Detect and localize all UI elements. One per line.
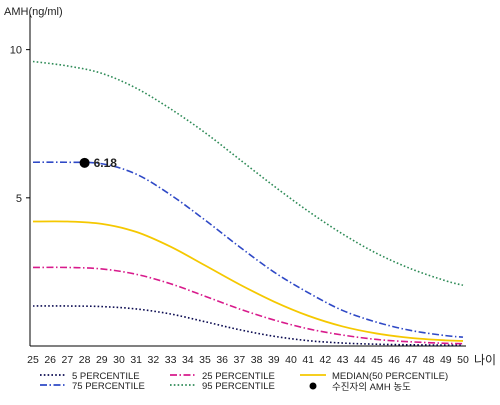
legend-marker-label: 수진자의 AMH 농도 xyxy=(332,382,411,393)
x-tick-label: 32 xyxy=(148,354,160,366)
x-tick-label: 34 xyxy=(182,354,194,366)
x-tick-label: 26 xyxy=(44,354,56,366)
x-tick-label: 39 xyxy=(268,354,280,366)
x-tick-label: 40 xyxy=(285,354,297,366)
patient-amh-label: 6.18 xyxy=(94,156,118,170)
x-tick-label: 30 xyxy=(113,354,125,366)
legend: 5 PERCENTILE 25 PERCENTILE MEDIAN(50 PERCE… xyxy=(40,371,448,393)
x-tick-label: 50 xyxy=(457,354,469,366)
legend-label-0: 5 PERCENTILE xyxy=(72,371,140,382)
x-tick-label: 35 xyxy=(199,354,211,366)
x-tick-label: 44 xyxy=(354,354,366,366)
legend-label-3: 75 PERCENTILE xyxy=(72,381,145,392)
x-tick-label: 37 xyxy=(234,354,246,366)
x-tick-label: 33 xyxy=(165,354,177,366)
x-tick-label: 45 xyxy=(371,354,383,366)
x-axis-label: 나이 xyxy=(474,353,496,367)
series-line-1 xyxy=(32,266,464,345)
y-tick-label: 10 xyxy=(10,45,22,57)
x-tick-label: 31 xyxy=(130,354,142,366)
patient-amh-marker xyxy=(79,157,90,168)
x-tick-label: 27 xyxy=(62,354,74,366)
x-tick-label: 42 xyxy=(320,354,332,366)
series-line-2 xyxy=(32,220,464,342)
series-layer xyxy=(32,60,464,346)
y-tick-label: 5 xyxy=(16,193,22,205)
x-tick-label: 46 xyxy=(388,354,400,366)
x-tick-label: 36 xyxy=(216,354,228,366)
series-line-4 xyxy=(32,60,464,287)
legend-label-2: MEDIAN(50 PERCENTILE) xyxy=(332,371,448,382)
x-tick-label: 47 xyxy=(406,354,418,366)
x-tick-label: 29 xyxy=(96,354,108,366)
x-tick-label: 38 xyxy=(251,354,263,366)
x-tick-label: 25 xyxy=(27,354,39,366)
axes-layer: 5 10 25 26 27 28 29 30 31 32 33 34 35 36 37 38 39 40 41 42 4… xyxy=(10,14,469,366)
legend-label-1: 25 PERCENTILE xyxy=(202,371,275,382)
y-axis-label: AMH(ng/ml) xyxy=(4,6,63,18)
legend-label-4: 95 PERCENTILE xyxy=(202,381,275,392)
x-tick-label: 41 xyxy=(302,354,314,366)
x-tick-label: 48 xyxy=(423,354,435,366)
legend-marker-swatch xyxy=(309,382,317,390)
x-tick-label: 43 xyxy=(337,354,349,366)
series-line-3 xyxy=(32,161,464,338)
x-tick-label: 28 xyxy=(79,354,91,366)
x-tick-label: 49 xyxy=(440,354,452,366)
marker-layer: 6.18 xyxy=(79,156,118,170)
